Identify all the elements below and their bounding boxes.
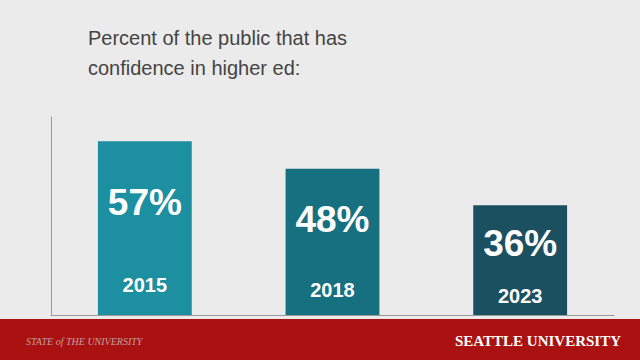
svg-text:2018: 2018 bbox=[310, 279, 355, 301]
svg-text:Percent of the public that has: Percent of the public that has bbox=[88, 27, 347, 49]
svg-text:SEATTLE UNIVERSITY: SEATTLE UNIVERSITY bbox=[455, 333, 621, 349]
svg-text:confidence in higher ed:: confidence in higher ed: bbox=[88, 57, 300, 79]
svg-text:57%: 57% bbox=[108, 182, 182, 223]
svg-text:48%: 48% bbox=[295, 199, 369, 240]
svg-text:2015: 2015 bbox=[123, 274, 168, 296]
svg-text:36%: 36% bbox=[483, 223, 557, 264]
svg-text:2023: 2023 bbox=[498, 285, 543, 307]
svg-text:STATE of THE UNIVERSITY: STATE of THE UNIVERSITY bbox=[26, 336, 144, 347]
